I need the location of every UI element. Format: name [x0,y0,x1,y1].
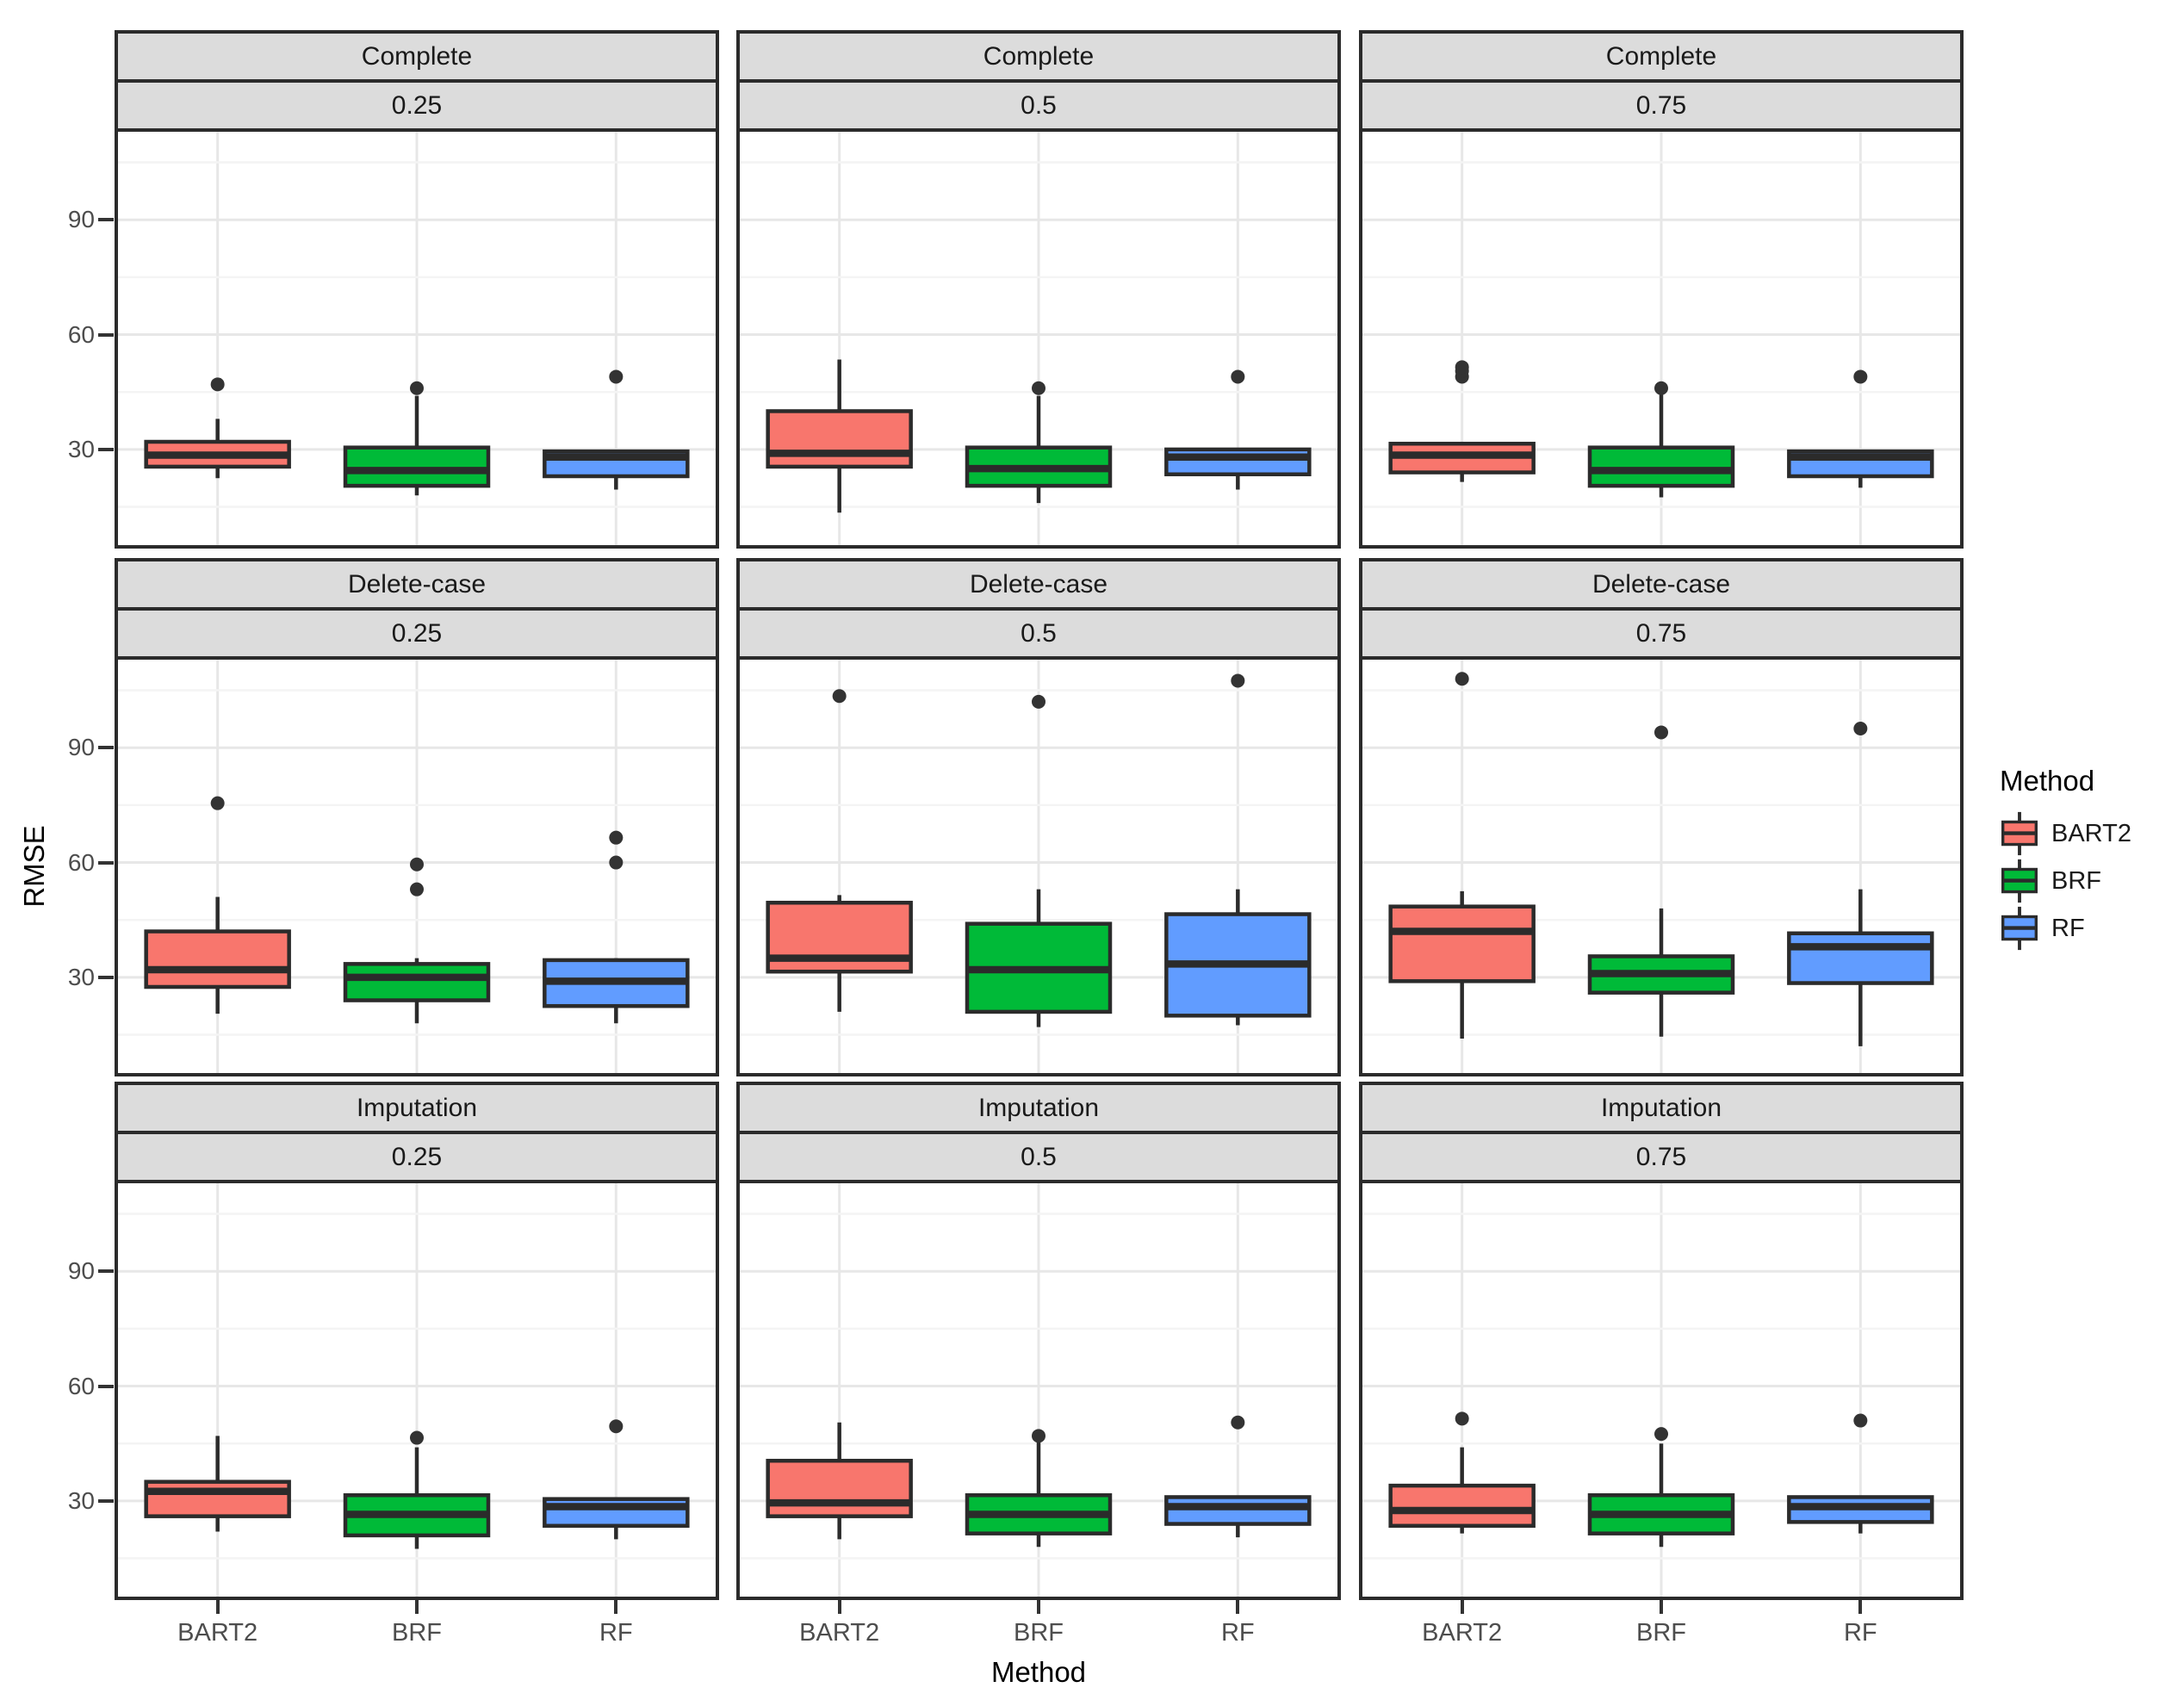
facet-row-strip: Complete [115,30,719,83]
x-tick-mark [415,1600,419,1614]
y-tick-mark [98,447,114,451]
panel-canvas [740,1183,1337,1597]
x-tick-mark [1037,1600,1040,1614]
y-tick-label: 90 [67,1257,95,1285]
panel-canvas [1362,1183,1960,1597]
facet-row-strip: Delete-case [736,558,1341,611]
facet-col-strip: 0.5 [736,1131,1341,1183]
x-tick-label: BART2 [177,1619,258,1647]
facet-panel-Complete-0.75 [1359,128,1964,549]
boxplot-key-icon [2001,906,2038,951]
x-tick-mark [1660,1600,1663,1614]
legend-entry-brf: BRF [2000,859,2181,903]
y-tick-label: 30 [67,963,95,990]
legend-entry-rf: RF [2000,906,2181,951]
facet-row-strip: Imputation [115,1082,719,1134]
boxplot-key-icon [2001,859,2038,903]
x-tick-label: BRF [392,1619,442,1647]
x-tick-label: RF [1843,1619,1877,1647]
facet-row-strip: Imputation [736,1082,1341,1134]
legend-label: BART2 [2051,819,2131,847]
panel-canvas [118,132,716,545]
facet-col-strip: 0.25 [115,1131,719,1183]
y-tick-mark [98,332,114,337]
y-tick-mark [98,1269,114,1274]
facet-panel-Delete-case-0.25 [115,656,719,1076]
legend-entry-bart2: BART2 [2000,811,2181,856]
panel-canvas [1362,132,1960,545]
x-tick-label: BRF [1636,1619,1686,1647]
facet-row-strip: Complete [736,30,1341,83]
facet-col-strip: 0.75 [1359,1131,1964,1183]
y-tick-label: 90 [67,206,95,233]
facet-col-strip: 0.75 [1359,607,1964,660]
facet-row-strip: Delete-case [1359,558,1964,611]
y-tick-label: 60 [67,1372,95,1399]
facet-panel-Delete-case-0.5 [736,656,1341,1076]
facet-col-strip: 0.5 [736,607,1341,660]
panel-canvas [740,660,1337,1073]
facet-col-strip: 0.25 [115,607,719,660]
panel-canvas [118,660,716,1073]
panel-canvas [118,1183,716,1597]
facet-col-strip: 0.5 [736,79,1341,132]
x-tick-label: RF [599,1619,633,1647]
facet-panel-Imputation-0.5 [736,1180,1341,1600]
x-tick-mark [1236,1600,1240,1614]
y-tick-mark [98,218,114,222]
panel-canvas [1362,660,1960,1073]
y-tick-label: 60 [67,848,95,876]
facet-row-strip: Delete-case [115,558,719,611]
x-tick-label: BART2 [799,1619,880,1647]
y-tick-label: 30 [67,435,95,462]
x-tick-mark [614,1600,618,1614]
y-tick-label: 30 [67,1486,95,1514]
y-tick-mark [98,1498,114,1503]
x-tick-mark [215,1600,220,1614]
x-tick-mark [837,1600,841,1614]
y-tick-label: 60 [67,320,95,348]
y-tick-mark [98,1384,114,1388]
facet-row-strip: Imputation [1359,1082,1964,1134]
legend-title: Method [2000,765,2095,797]
facet-panel-Complete-0.5 [736,128,1341,549]
legend: Method BART2 BRF RF [2000,765,2181,953]
facet-panel-Imputation-0.25 [115,1180,719,1600]
y-tick-mark [98,746,114,750]
facet-panel-Imputation-0.75 [1359,1180,1964,1600]
x-tick-label: RF [1220,1619,1255,1647]
x-tick-mark [1858,1600,1863,1614]
x-axis-title: Method [990,1656,1087,1688]
y-tick-mark [98,975,114,979]
facet-col-strip: 0.75 [1359,79,1964,132]
x-tick-label: BRF [1014,1619,1064,1647]
y-tick-mark [98,860,114,865]
facet-panel-Delete-case-0.75 [1359,656,1964,1076]
facet-row-strip: Complete [1359,30,1964,83]
panel-canvas [740,132,1337,545]
x-tick-label: BART2 [1422,1619,1503,1647]
legend-label: BRF [2051,866,2101,895]
facet-panel-Complete-0.25 [115,128,719,549]
legend-label: RF [2051,914,2085,942]
y-tick-label: 90 [67,734,95,761]
facet-col-strip: 0.25 [115,79,719,132]
boxplot-key-icon [2001,811,2038,856]
x-tick-mark [1460,1600,1464,1614]
